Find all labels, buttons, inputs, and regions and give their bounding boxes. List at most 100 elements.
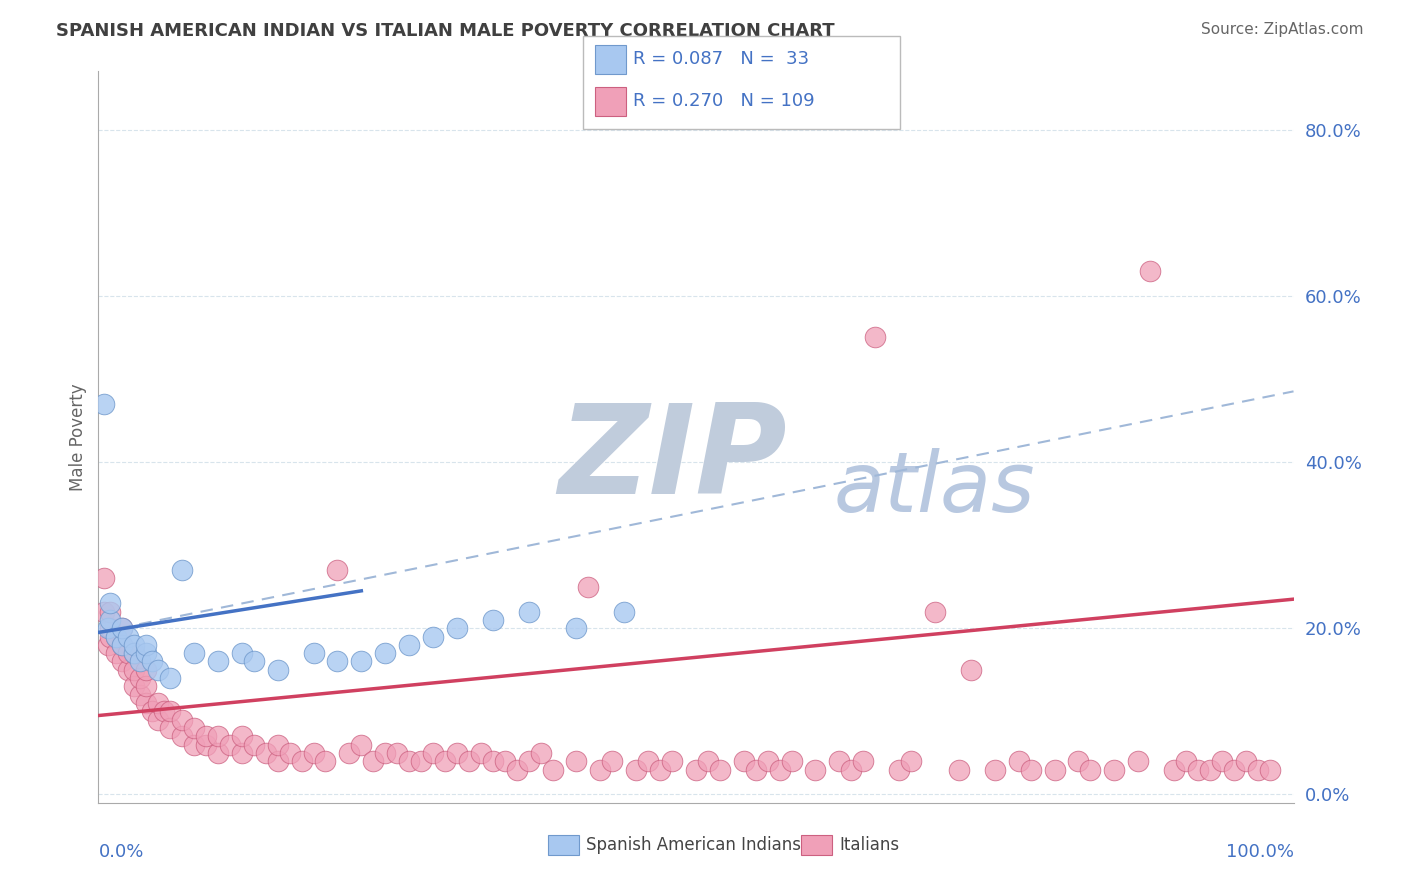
Point: [626, 763, 648, 777]
Point: [231, 746, 253, 760]
Point: [350, 738, 373, 752]
Point: [98, 613, 122, 627]
Point: [124, 646, 146, 660]
Point: [1223, 763, 1246, 777]
Point: [219, 738, 242, 752]
Point: [1175, 754, 1198, 768]
Point: [434, 754, 457, 768]
Point: [124, 646, 146, 660]
Point: [398, 638, 420, 652]
Point: [685, 763, 707, 777]
Point: [111, 638, 134, 652]
Point: [1008, 754, 1031, 768]
Point: [117, 630, 139, 644]
Point: [374, 646, 396, 660]
Point: [135, 696, 157, 710]
Point: [326, 655, 349, 669]
Point: [267, 663, 290, 677]
Point: [207, 729, 229, 743]
Point: [159, 671, 181, 685]
Point: [530, 746, 553, 760]
Point: [172, 729, 194, 743]
Point: [565, 754, 588, 768]
Point: [470, 746, 492, 760]
Point: [1247, 763, 1270, 777]
Point: [278, 746, 301, 760]
Point: [745, 763, 768, 777]
Point: [900, 754, 922, 768]
Point: [1258, 763, 1281, 777]
Point: [231, 646, 253, 660]
Point: [1080, 763, 1102, 777]
Point: [960, 663, 983, 677]
Point: [159, 705, 181, 719]
Text: atlas: atlas: [834, 448, 1035, 529]
Point: [780, 754, 803, 768]
Text: Italians: Italians: [839, 836, 900, 854]
Point: [183, 721, 205, 735]
Point: [148, 713, 170, 727]
Point: [1199, 763, 1222, 777]
Point: [481, 754, 505, 768]
Point: [1128, 754, 1150, 768]
Point: [1187, 763, 1209, 777]
Point: [804, 763, 827, 777]
Point: [159, 721, 181, 735]
Point: [124, 680, 146, 694]
Point: [481, 613, 505, 627]
Point: [195, 738, 218, 752]
Point: [172, 563, 194, 577]
Point: [315, 754, 337, 768]
Point: [195, 729, 218, 743]
Point: [1234, 754, 1257, 768]
Point: [602, 754, 624, 768]
Point: [565, 621, 588, 635]
Point: [398, 754, 420, 768]
Point: [111, 621, 134, 635]
Point: [111, 638, 134, 652]
Text: 100.0%: 100.0%: [1226, 843, 1294, 861]
Text: ZIP: ZIP: [558, 399, 787, 519]
Point: [148, 696, 170, 710]
Point: [661, 754, 683, 768]
Point: [302, 746, 325, 760]
Point: [183, 646, 205, 660]
Point: [93, 397, 115, 411]
Point: [841, 763, 863, 777]
Point: [589, 763, 612, 777]
Point: [291, 754, 314, 768]
Point: [111, 655, 134, 669]
Point: [541, 763, 564, 777]
Point: [105, 630, 128, 644]
Point: [267, 738, 290, 752]
Point: [105, 630, 128, 644]
Point: [733, 754, 755, 768]
Point: [141, 705, 163, 719]
Point: [385, 746, 409, 760]
Text: SPANISH AMERICAN INDIAN VS ITALIAN MALE POVERTY CORRELATION CHART: SPANISH AMERICAN INDIAN VS ITALIAN MALE …: [56, 22, 835, 40]
Point: [231, 729, 253, 743]
Text: Source: ZipAtlas.com: Source: ZipAtlas.com: [1201, 22, 1364, 37]
Point: [129, 655, 152, 669]
Point: [865, 330, 887, 344]
Point: [517, 605, 540, 619]
Point: [1104, 763, 1126, 777]
Point: [267, 754, 290, 768]
Point: [948, 763, 970, 777]
Point: [148, 663, 170, 677]
Point: [697, 754, 720, 768]
Point: [141, 655, 163, 669]
Point: [117, 663, 139, 677]
Point: [243, 655, 266, 669]
Point: [326, 563, 349, 577]
Point: [98, 621, 122, 635]
Point: [350, 655, 373, 669]
Point: [129, 671, 152, 685]
Point: [98, 596, 122, 610]
Point: [172, 713, 194, 727]
Point: [494, 754, 516, 768]
Point: [105, 646, 128, 660]
Point: [97, 621, 120, 635]
Y-axis label: Male Poverty: Male Poverty: [69, 384, 87, 491]
Point: [111, 621, 134, 635]
